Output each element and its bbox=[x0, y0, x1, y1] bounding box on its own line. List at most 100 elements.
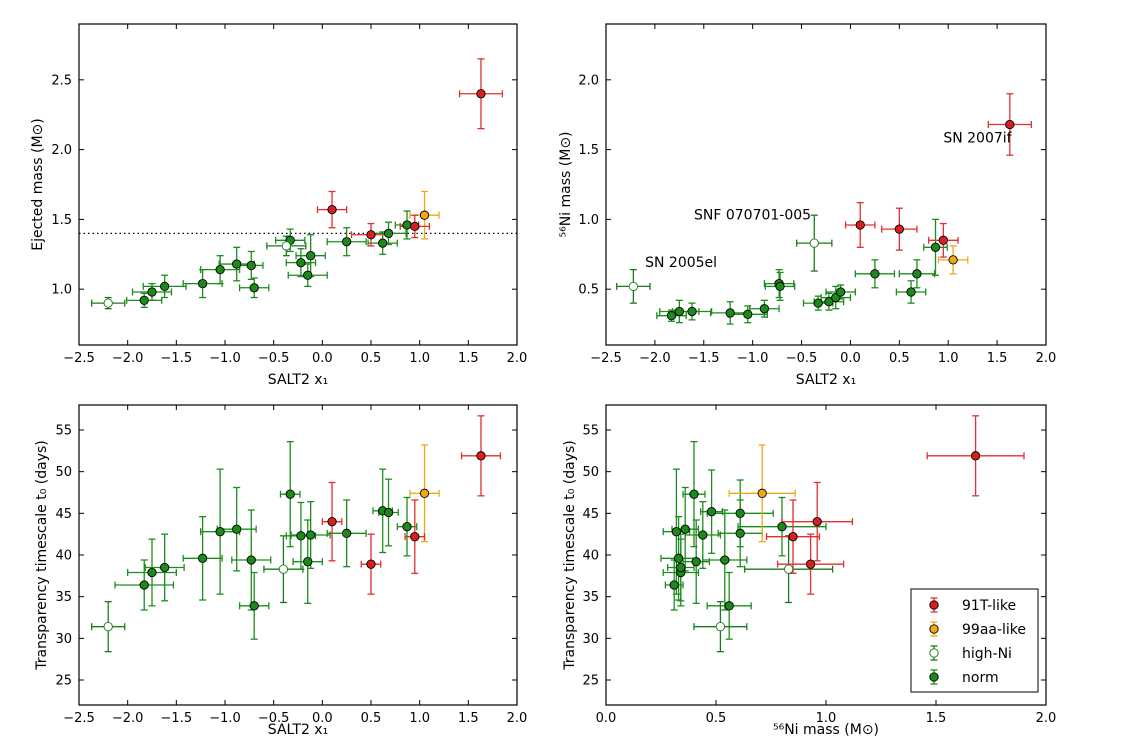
data-point-norm bbox=[930, 242, 941, 252]
x-tick-label: 1.5 bbox=[926, 711, 947, 726]
data-point-norm bbox=[246, 260, 256, 271]
x-tick: −1.0 bbox=[209, 24, 241, 366]
x-tick-label: −1.5 bbox=[161, 351, 193, 366]
data-point-norm bbox=[689, 489, 699, 499]
x-tick: 0.0 bbox=[312, 24, 333, 366]
data-point-norm bbox=[680, 524, 690, 534]
x-tick: −0.5 bbox=[258, 405, 289, 726]
data-point-high-ni bbox=[628, 281, 639, 292]
x-axis-label: ⁵⁶Ni mass (M⊙) bbox=[773, 722, 879, 738]
y-tick: 55 bbox=[55, 424, 517, 439]
data-point-norm bbox=[735, 528, 745, 538]
y-tick: 2.0 bbox=[51, 143, 517, 158]
data-point-91t-like bbox=[812, 517, 822, 527]
x-tick-label: 1.0 bbox=[409, 711, 430, 726]
x-tick: 0.5 bbox=[361, 24, 382, 366]
x-tick: 1.5 bbox=[987, 24, 1007, 366]
x-tick-label: 1.0 bbox=[816, 711, 837, 726]
x-tick: −1.5 bbox=[688, 24, 720, 366]
x-tick-label: 0.5 bbox=[361, 351, 382, 366]
y-tick-label: 50 bbox=[55, 465, 72, 480]
data-point-91t-like bbox=[327, 204, 337, 215]
y-tick-label: 1.0 bbox=[578, 213, 599, 228]
data-point-norm bbox=[296, 531, 306, 541]
data-point-norm bbox=[215, 527, 225, 537]
data-point-91t-like bbox=[970, 451, 981, 461]
data-point-91t-like bbox=[894, 224, 904, 234]
y-tick-label: 30 bbox=[55, 632, 72, 647]
y-tick-label: 2.5 bbox=[51, 73, 72, 88]
data-point-norm bbox=[147, 287, 157, 297]
data-point-norm bbox=[249, 283, 259, 293]
y-tick: 1.0 bbox=[51, 283, 517, 298]
data-point-high-ni bbox=[103, 622, 113, 632]
data-point-norm bbox=[743, 309, 753, 319]
x-tick-label: 0.5 bbox=[706, 711, 727, 726]
x-tick-label: 1.0 bbox=[409, 351, 430, 366]
y-tick: 40 bbox=[582, 549, 1046, 564]
data-point-norm bbox=[725, 308, 735, 318]
x-tick: 0.0 bbox=[840, 24, 861, 366]
x-tick-label: −2.5 bbox=[63, 711, 95, 726]
x-tick-label: 0.0 bbox=[596, 711, 617, 726]
x-tick-label: −2.5 bbox=[590, 351, 622, 366]
x-tick: 1.0 bbox=[816, 405, 837, 726]
data-point-norm bbox=[824, 297, 834, 307]
x-tick-label: 0.5 bbox=[361, 711, 382, 726]
legend-label: 91T-like bbox=[962, 598, 1016, 614]
data-point-91t-like bbox=[788, 532, 798, 542]
data-point-99aa-like bbox=[948, 255, 958, 265]
data-point-norm bbox=[378, 238, 388, 248]
y-tick: 1.5 bbox=[51, 213, 517, 228]
data-point-99aa-like bbox=[419, 488, 430, 498]
data-point-norm bbox=[383, 228, 394, 238]
data-point-norm bbox=[698, 530, 708, 540]
y-tick: 45 bbox=[55, 507, 517, 522]
data-point-high-ni bbox=[103, 298, 113, 308]
data-point-norm bbox=[160, 281, 170, 292]
data-point-91t-like bbox=[366, 230, 376, 240]
x-tick-label: 0.0 bbox=[312, 711, 333, 726]
legend-point bbox=[929, 648, 939, 658]
plot-frame bbox=[605, 23, 1047, 346]
y-tick-label: 1.5 bbox=[51, 213, 72, 228]
data-point-91t-like bbox=[327, 517, 337, 527]
x-tick: 1.5 bbox=[458, 24, 479, 366]
data-point-norm bbox=[912, 269, 922, 279]
data-point-91t-like bbox=[805, 559, 816, 569]
data-point-high-ni bbox=[783, 564, 794, 574]
y-tick: 35 bbox=[55, 590, 517, 605]
x-tick: 0.0 bbox=[312, 405, 333, 726]
data-point-norm bbox=[836, 287, 846, 297]
x-tick: −1.5 bbox=[161, 405, 193, 726]
x-tick-label: 0.5 bbox=[889, 351, 910, 366]
y-tick-label: 50 bbox=[582, 465, 599, 480]
data-point-norm bbox=[383, 507, 394, 518]
data-point-norm bbox=[402, 522, 412, 532]
panel-t0-vs-ni-mass: 0.0 0.5 1.0 1.5 2.0 25 30 35 40 45 50 55 ⁵⁶Ni mass … bbox=[562, 404, 1056, 738]
y-tick: 50 bbox=[582, 465, 1046, 480]
x-tick-label: −1.0 bbox=[209, 711, 241, 726]
legend-entry-91t-like: 91T-like bbox=[929, 597, 1016, 614]
y-tick: 0.5 bbox=[578, 283, 1046, 298]
x-tick: −2.0 bbox=[112, 405, 143, 726]
plot-frame bbox=[605, 404, 1047, 706]
data-point-norm bbox=[777, 522, 787, 532]
data-point-norm bbox=[147, 567, 157, 578]
data-point-norm bbox=[870, 269, 880, 279]
data-point-high-ni bbox=[809, 238, 819, 248]
y-tick-label: 1.5 bbox=[578, 143, 599, 158]
y-tick-label: 2.0 bbox=[51, 143, 72, 158]
data-point-norm bbox=[759, 304, 770, 314]
y-tick-label: 40 bbox=[55, 549, 72, 564]
data-point-high-ni bbox=[278, 564, 289, 574]
y-tick: 1.0 bbox=[578, 213, 1046, 228]
data-point-norm bbox=[303, 557, 313, 567]
x-tick: 0.5 bbox=[706, 405, 727, 726]
x-axis-label: SALT2 x₁ bbox=[268, 372, 328, 388]
data-point-norm bbox=[197, 553, 208, 563]
legend-label: 99aa-like bbox=[962, 622, 1026, 638]
x-tick-label: −1.5 bbox=[161, 711, 193, 726]
y-axis-label: Transparency timescale t₀ (days) bbox=[562, 440, 578, 671]
data-point-norm bbox=[342, 528, 352, 538]
